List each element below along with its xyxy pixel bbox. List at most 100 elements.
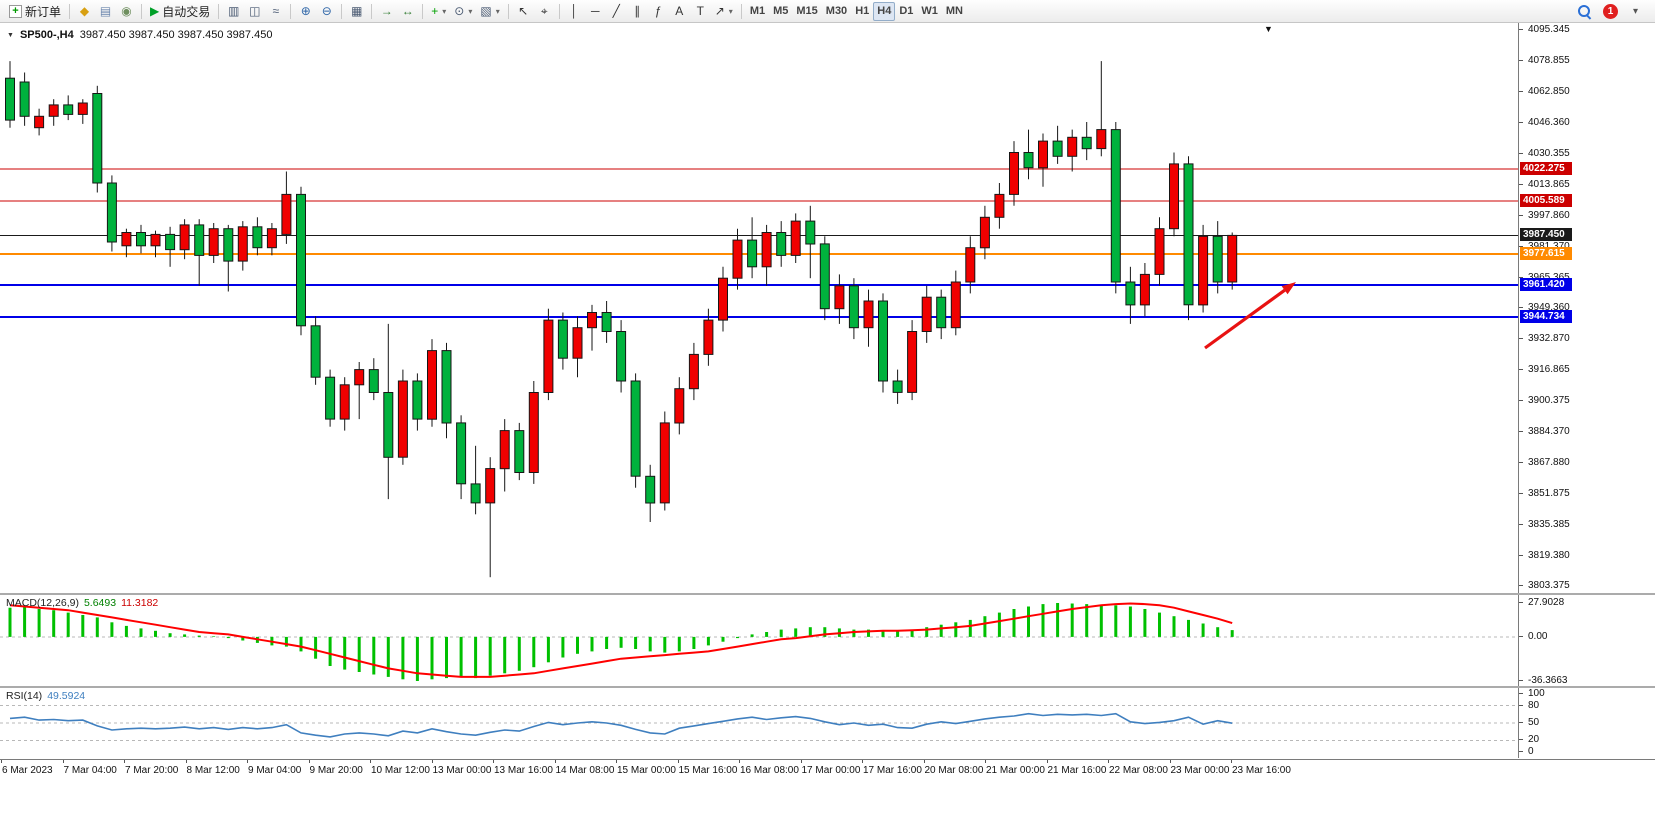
macd-signal-value: 11.3182 — [121, 597, 159, 609]
timeframe-h4-label: H4 — [877, 5, 892, 17]
toolbar-separator — [507, 3, 509, 19]
macd-axis-label: 27.9028 — [1519, 597, 1564, 609]
periods-button[interactable]: ⊙ ▾ — [450, 2, 476, 21]
toolbar-buttons: + 新订单 ◆ ▤ ◉ ▶ 自动交易 ▥ ◫ ≈ ⊕ ⊖ ▦ → ↔ + ▾ ⊙ ▾ ▧ ▾ ↖ ⌖ │ ─ ╱ ∥ ƒ A T ↗ ▾ M1 M… — [5, 0, 967, 22]
pane-separator[interactable] — [0, 686, 1655, 688]
trendline-button[interactable]: ╱ — [606, 2, 627, 21]
dropdown-arrow-icon: ▾ — [728, 6, 733, 16]
price-pane[interactable]: ▼ SP500-,H4 3987.450 3987.450 3987.450 3… — [0, 23, 1655, 593]
chart-title: ▼ SP500-,H4 3987.450 3987.450 3987.450 3… — [7, 29, 272, 41]
notification-badge[interactable]: 1 — [1603, 3, 1618, 19]
collapse-icon[interactable]: ▼ — [7, 31, 14, 39]
bar-chart-button[interactable]: ▥ — [223, 2, 244, 21]
price-axis[interactable]: 4095.345 4078.855 4062.850 4046.360 4030.355… — [1518, 23, 1655, 593]
crosshair-button[interactable]: ⌖ — [534, 2, 555, 21]
search-button[interactable] — [1573, 2, 1596, 21]
chart-shift-button[interactable]: ↔ — [397, 2, 418, 21]
macd-pane[interactable]: MACD(12,26,9) 5.6493 11.3182 27.9028 0.00… — [0, 595, 1655, 686]
price-axis-label: 4095.345 — [1519, 24, 1570, 36]
toolbar-separator — [69, 3, 71, 19]
price-axis-label: 3851.875 — [1519, 488, 1570, 500]
zoom-in-button[interactable]: ⊕ — [295, 2, 316, 21]
timeframe-m15-button[interactable]: M15 — [792, 2, 821, 21]
time-axis-label: 7 Mar 04:00 — [62, 760, 117, 776]
zoom-in-icon: ⊕ — [300, 4, 311, 18]
rsi-axis-label: 80 — [1519, 700, 1539, 712]
auto-scroll-button[interactable]: → — [376, 2, 397, 21]
dropdown-arrow-icon: ▾ — [442, 6, 447, 16]
toolbar-overflow-icon[interactable]: ▾ — [1632, 5, 1639, 17]
horizontal-line-button[interactable]: ─ — [585, 2, 606, 21]
timeframe-h1-label: H1 — [855, 5, 870, 17]
cursor-button[interactable]: ↖ — [513, 2, 534, 21]
time-axis[interactable]: 6 Mar 2023 7 Mar 04:00 7 Mar 20:00 8 Mar 12… — [0, 759, 1655, 781]
chart-shift-icon: ↔ — [401, 4, 414, 18]
trendline-icon: ╱ — [612, 4, 620, 18]
arrows-tool-button[interactable]: ↗ ▾ — [711, 2, 737, 21]
fibonacci-button[interactable]: ƒ — [648, 2, 669, 21]
vertical-line-button[interactable]: │ — [564, 2, 585, 21]
time-axis-label: 13 Mar 16:00 — [493, 760, 553, 776]
rsi-axis-label: 50 — [1519, 717, 1539, 729]
timeframe-m30-button[interactable]: M30 — [822, 2, 851, 21]
time-axis-label: 15 Mar 16:00 — [677, 760, 738, 776]
line-chart-button[interactable]: ≈ — [265, 2, 286, 21]
new-order-button[interactable]: + 新订单 — [5, 2, 65, 21]
price-axis-label: 3803.375 — [1519, 580, 1570, 592]
search-icon — [1577, 4, 1592, 19]
time-axis-label: 17 Mar 16:00 — [862, 760, 922, 776]
templates-button[interactable]: ▧ ▾ — [476, 2, 503, 21]
price-axis-label: 3981.370 — [1519, 241, 1570, 253]
toolbar-separator — [290, 3, 292, 19]
periods-icon: ⊙ — [454, 4, 465, 18]
toolbar-separator — [341, 3, 343, 19]
indicators-button[interactable]: + ▾ — [427, 2, 450, 21]
price-axis-label: 3900.375 — [1519, 395, 1570, 407]
price-axis-label: 3916.865 — [1519, 364, 1570, 376]
indicators-icon: + — [431, 4, 439, 18]
macd-axis-label: -36.3663 — [1519, 675, 1567, 687]
line-chart-icon: ≈ — [272, 4, 280, 18]
equidistant-channel-button[interactable]: ∥ — [627, 2, 648, 21]
current-price-tag: 3987.450 — [1520, 228, 1572, 242]
timeframe-h4-button[interactable]: H4 — [873, 1, 896, 21]
trend-arrow-annotation[interactable] — [1204, 282, 1296, 350]
level-price-tag: 3944.734 — [1520, 309, 1572, 323]
toolbar-separator — [422, 3, 424, 19]
timeframe-mn-button[interactable]: MN — [942, 2, 967, 21]
timeframe-w1-label: W1 — [921, 5, 938, 17]
navigator-icon: ◉ — [121, 4, 132, 18]
navigator-button[interactable]: ◉ — [116, 2, 137, 21]
price-axis-label: 4046.360 — [1519, 117, 1570, 129]
time-axis-label: 13 Mar 00:00 — [431, 760, 492, 776]
candlestick-chart-button[interactable]: ◫ — [244, 2, 265, 21]
time-axis-label: 20 Mar 08:00 — [923, 760, 984, 776]
time-axis-label: 10 Mar 12:00 — [370, 760, 430, 776]
price-axis-label: 4030.355 — [1519, 148, 1570, 160]
chart-menu-arrow[interactable]: ▼ — [1264, 24, 1273, 34]
timeframe-d1-button[interactable]: D1 — [895, 2, 917, 21]
tile-windows-button[interactable]: ▦ — [346, 2, 367, 21]
text-label-button[interactable]: T — [690, 2, 711, 21]
price-plot[interactable] — [0, 23, 1518, 593]
timeframe-h1-button[interactable]: H1 — [851, 2, 873, 21]
text-button[interactable]: A — [669, 2, 690, 21]
rsi-line — [9, 712, 1233, 738]
toolbar-separator — [740, 3, 742, 19]
metaeditor-button[interactable]: ◆ — [74, 2, 95, 21]
timeframe-w1-button[interactable]: W1 — [917, 2, 942, 21]
ohlc-readout: 3987.450 3987.450 3987.450 3987.450 — [79, 29, 273, 41]
market-watch-button[interactable]: ▤ — [95, 2, 116, 21]
macd-value: 5.6493 — [83, 597, 117, 609]
main-toolbar: + 新订单 ◆ ▤ ◉ ▶ 自动交易 ▥ ◫ ≈ ⊕ ⊖ ▦ → ↔ + ▾ ⊙ ▾ ▧ ▾ ↖ ⌖ │ ─ ╱ ∥ ƒ A T ↗ ▾ M1 M… — [0, 0, 1655, 23]
toolbar-separator — [218, 3, 220, 19]
timeframe-m1-button[interactable]: M1 — [746, 2, 769, 21]
dropdown-arrow-icon: ▾ — [495, 6, 500, 16]
zoom-out-button[interactable]: ⊖ — [316, 2, 337, 21]
rsi-pane[interactable]: RSI(14) 49.5924 100 80 50 20 0 — [0, 688, 1655, 758]
time-axis-label: 23 Mar 16:00 — [1231, 760, 1291, 776]
time-axis-label: 23 Mar 00:00 — [1169, 760, 1230, 776]
autotrading-button[interactable]: ▶ 自动交易 — [146, 2, 214, 21]
pane-separator[interactable] — [0, 593, 1655, 595]
timeframe-m5-button[interactable]: M5 — [769, 2, 792, 21]
